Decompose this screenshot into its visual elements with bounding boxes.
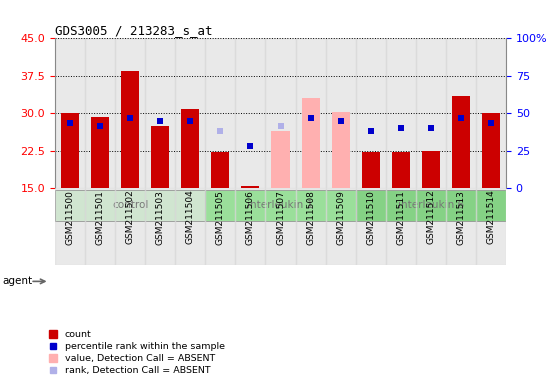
Text: GSM211505: GSM211505 <box>216 190 225 245</box>
Text: agent: agent <box>3 275 33 286</box>
Bar <box>55 188 85 265</box>
Bar <box>55 190 205 221</box>
Bar <box>446 38 476 188</box>
Bar <box>422 151 440 188</box>
Bar <box>145 38 175 188</box>
Bar <box>476 38 506 188</box>
Text: GSM211501: GSM211501 <box>96 190 104 245</box>
Bar <box>416 38 446 188</box>
Bar <box>295 38 326 188</box>
Text: interleukin 6: interleukin 6 <box>398 200 464 210</box>
Bar <box>362 152 380 188</box>
Bar <box>85 38 115 188</box>
Text: GSM211503: GSM211503 <box>156 190 165 245</box>
Bar <box>241 186 260 188</box>
Bar <box>55 38 85 188</box>
Bar <box>205 188 235 265</box>
Legend: count, percentile rank within the sample, value, Detection Call = ABSENT, rank, : count, percentile rank within the sample… <box>49 330 225 376</box>
Bar <box>115 38 145 188</box>
Bar <box>482 113 500 188</box>
Bar <box>392 152 410 188</box>
Text: GSM211511: GSM211511 <box>396 190 405 245</box>
Text: GDS3005 / 213283_s_at: GDS3005 / 213283_s_at <box>55 24 212 37</box>
Text: GSM211509: GSM211509 <box>336 190 345 245</box>
Bar <box>205 190 356 221</box>
Bar <box>272 131 289 188</box>
Bar <box>356 38 386 188</box>
Bar <box>85 188 115 265</box>
Bar <box>452 96 470 188</box>
Text: GSM211510: GSM211510 <box>366 190 375 245</box>
Bar <box>91 117 109 188</box>
Bar <box>332 112 350 188</box>
Text: GSM211504: GSM211504 <box>186 190 195 245</box>
Bar <box>295 188 326 265</box>
Bar <box>235 188 266 265</box>
Text: GSM211500: GSM211500 <box>65 190 75 245</box>
Text: GSM211507: GSM211507 <box>276 190 285 245</box>
Text: GSM211512: GSM211512 <box>426 190 436 245</box>
Bar <box>145 188 175 265</box>
Bar <box>121 71 139 188</box>
Text: GSM211502: GSM211502 <box>125 190 135 245</box>
Bar <box>416 188 446 265</box>
Bar <box>356 188 386 265</box>
Bar <box>326 188 356 265</box>
Bar <box>151 126 169 188</box>
Bar <box>446 188 476 265</box>
Text: interleukin 1: interleukin 1 <box>248 200 314 210</box>
Bar <box>356 190 506 221</box>
Bar <box>266 188 295 265</box>
Bar <box>266 38 295 188</box>
Bar <box>476 188 506 265</box>
Bar <box>115 188 145 265</box>
Bar <box>301 98 320 188</box>
Bar <box>175 188 205 265</box>
Bar <box>61 113 79 188</box>
Bar <box>205 38 235 188</box>
Bar <box>235 38 266 188</box>
Text: GSM211514: GSM211514 <box>486 190 496 245</box>
Bar <box>326 38 356 188</box>
Text: GSM211513: GSM211513 <box>456 190 465 245</box>
Text: GSM211508: GSM211508 <box>306 190 315 245</box>
Bar <box>182 109 199 188</box>
Bar <box>386 38 416 188</box>
Bar <box>175 38 205 188</box>
Text: GSM211506: GSM211506 <box>246 190 255 245</box>
Text: control: control <box>112 200 148 210</box>
Bar <box>211 152 229 188</box>
Bar <box>386 188 416 265</box>
